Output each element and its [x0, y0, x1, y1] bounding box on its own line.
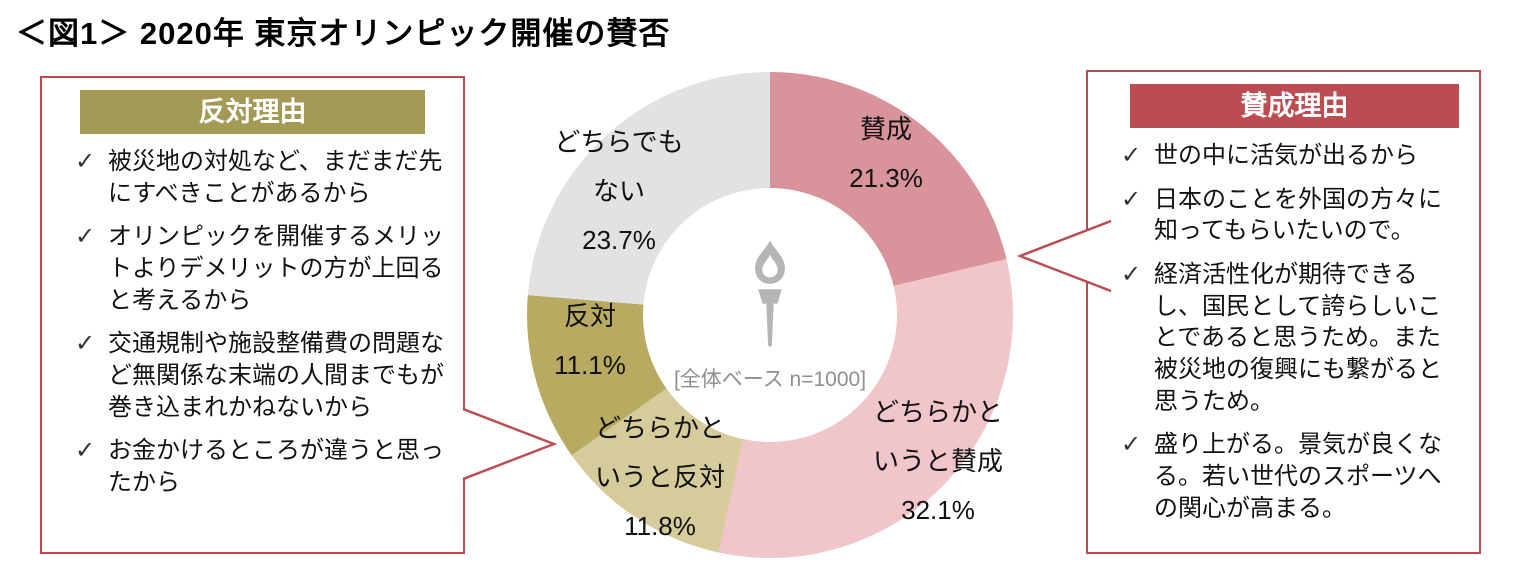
against-reasons-header: 反対理由 [80, 90, 425, 134]
check-icon: ✓ [74, 437, 96, 465]
for-reasons-header: 賛成理由 [1130, 84, 1459, 128]
list-item: ✓ 経済活性化が期待できるし、国民として誇らしいことであると思うため。また被災地… [1108, 259, 1465, 417]
segment-label-somewhat-against: どちらかと いうと反対 11.8% [594, 413, 725, 541]
callout-tail-left [462, 408, 557, 480]
list-item: ✓ 日本のことを外国の方々に知ってもらいたいので。 [1108, 184, 1465, 247]
check-icon: ✓ [1120, 431, 1142, 459]
donut-hole: [全体ベース n=1000] [643, 188, 897, 442]
check-icon: ✓ [1120, 185, 1142, 213]
for-reasons-list: ✓ 世の中に活気が出るから ✓ 日本のことを外国の方々に知ってもらいたいので。 … [1088, 138, 1479, 524]
segment-label-agree: 賛成 21.3% [849, 114, 923, 193]
list-item: ✓ お金かけるところが違うと思ったから [62, 435, 449, 498]
segment-label-against: 反対 11.1% [554, 301, 626, 380]
check-icon: ✓ [1120, 142, 1142, 169]
against-reasons-box: 反対理由 ✓ 被災地の対処など、まだまだ先にすべきことがあるから ✓ オリンピッ… [40, 76, 557, 554]
check-icon: ✓ [74, 223, 96, 251]
list-item: ✓ 交通規制や施設整備費の問題など無関係な末端の人間までもが巻き込まれかねないか… [62, 328, 449, 423]
callout-tail-right [1017, 220, 1112, 292]
torch-icon [738, 238, 802, 355]
sample-base-note: [全体ベース n=1000] [673, 367, 867, 391]
list-item: ✓ オリンピックを開催するメリットよりデメリットの方が上回ると考えるから [62, 221, 449, 316]
check-icon: ✓ [74, 330, 96, 358]
list-item: ✓ 世の中に活気が出るから [1108, 140, 1465, 172]
segment-label-somewhat-agree: どちらかと いうと賛成 32.1% [872, 397, 1003, 525]
list-item: ✓ 被災地の対処など、まだまだ先にすべきことがあるから [62, 146, 449, 209]
donut-chart: [全体ベース n=1000] [527, 72, 1013, 558]
for-reasons-box: 賛成理由 ✓ 世の中に活気が出るから ✓ 日本のことを外国の方々に知ってもらいた… [1017, 70, 1481, 554]
against-reasons-list: ✓ 被災地の対処など、まだまだ先にすべきことがあるから ✓ オリンピックを開催す… [42, 144, 463, 499]
page-title: ＜図1＞ 2020年 東京オリンピック開催の賛否 [16, 16, 671, 51]
check-icon: ✓ [1120, 261, 1142, 289]
check-icon: ✓ [74, 148, 96, 175]
list-item: ✓ 盛り上がる。景気が良くなる。若い世代のスポーツへの関心が高まる。 [1108, 429, 1465, 524]
segment-label-neither: どちらでも ない 23.7% [554, 127, 684, 255]
